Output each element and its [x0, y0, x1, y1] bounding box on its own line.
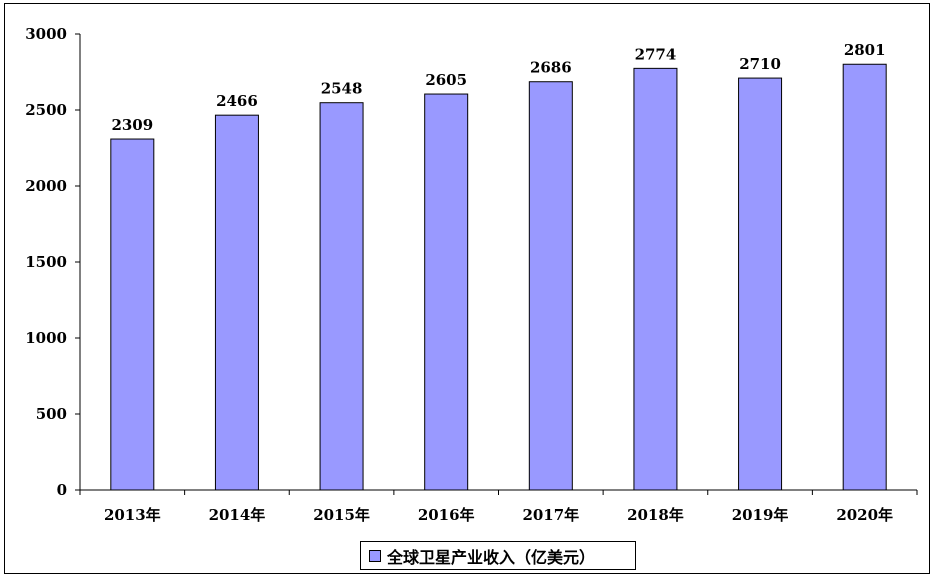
y-tick-label: 1000: [25, 329, 67, 347]
x-category-label: 2016年: [418, 506, 475, 524]
legend: 全球卫星产业收入（亿美元）: [360, 541, 636, 570]
data-label: 2801: [844, 41, 886, 59]
data-label: 2710: [739, 55, 781, 73]
x-category-label: 2017年: [522, 506, 579, 524]
bar: [738, 77, 783, 491]
y-tick-label: 1500: [25, 253, 67, 271]
data-label: 2309: [111, 116, 153, 134]
bar: [110, 138, 155, 491]
y-tick-label: 0: [57, 481, 67, 499]
x-category-label: 2015年: [313, 506, 370, 524]
legend-swatch: [369, 549, 381, 562]
bar: [842, 63, 887, 491]
x-category-label: 2013年: [104, 506, 161, 524]
x-category-label: 2014年: [209, 506, 266, 524]
data-label: 2466: [216, 92, 258, 110]
data-label: 2548: [321, 80, 363, 98]
data-label: 2686: [530, 59, 572, 77]
y-tick-label: 500: [36, 405, 67, 423]
x-category-label: 2020年: [836, 506, 893, 524]
data-label: 2605: [425, 71, 467, 89]
bar: [633, 67, 678, 491]
bar: [424, 93, 469, 491]
bar: [528, 81, 573, 491]
x-category-label: 2018年: [627, 506, 684, 524]
y-tick-label: 2000: [25, 177, 67, 195]
y-tick-label: 2500: [25, 101, 67, 119]
legend-label: 全球卫星产业收入（亿美元）: [387, 547, 596, 567]
bar: [319, 102, 364, 491]
chart-frame: 0 500 1000 1500 2000 2500 3000 2309 2013年 2466 201…: [4, 3, 930, 574]
x-category-label: 2019年: [732, 506, 789, 524]
data-label: 2774: [635, 45, 677, 63]
bar: [214, 114, 259, 491]
y-tick-label: 3000: [25, 25, 67, 43]
